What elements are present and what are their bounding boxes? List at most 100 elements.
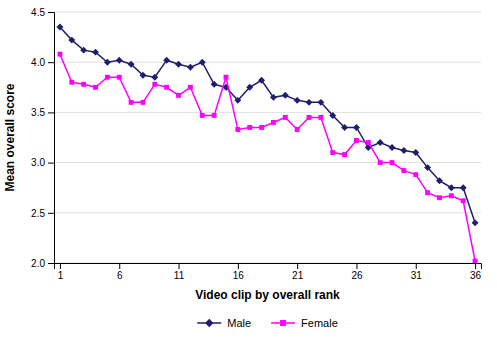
tick: 1 xyxy=(58,263,64,281)
point xyxy=(175,61,182,68)
point xyxy=(401,168,406,173)
tick: 6 xyxy=(117,263,123,281)
point xyxy=(436,177,443,184)
tick-label: 6 xyxy=(117,270,123,281)
tick: 4.0 xyxy=(31,57,54,68)
point xyxy=(389,144,396,151)
point xyxy=(473,259,478,263)
tick-mark xyxy=(356,263,357,269)
point xyxy=(329,112,336,119)
point xyxy=(69,80,74,85)
point xyxy=(341,124,348,131)
tick-mark xyxy=(179,263,180,269)
tick-mark xyxy=(48,163,54,164)
point xyxy=(92,49,99,56)
point xyxy=(163,57,170,64)
tick-mark xyxy=(119,263,120,269)
point xyxy=(378,160,383,165)
point xyxy=(295,127,300,132)
tick: 11 xyxy=(174,263,185,281)
point xyxy=(390,160,395,165)
point xyxy=(56,24,63,31)
point xyxy=(200,113,205,118)
legend-label: Female xyxy=(301,317,338,329)
y-axis-title: Mean overall score xyxy=(3,83,17,191)
tick-label: 36 xyxy=(470,270,482,281)
point xyxy=(117,75,122,80)
tick-mark xyxy=(475,263,476,269)
tick-mark xyxy=(60,263,61,269)
tick-label: 31 xyxy=(411,270,423,281)
grid-line xyxy=(54,212,481,213)
point xyxy=(141,100,146,105)
y-axis: 2.02.53.03.54.04.5 xyxy=(31,7,54,269)
grid-line xyxy=(54,112,481,113)
axis-line xyxy=(48,13,55,264)
point xyxy=(437,195,442,200)
tick-mark xyxy=(48,12,54,13)
tick: 26 xyxy=(351,263,363,281)
point xyxy=(283,115,288,120)
point xyxy=(211,81,218,88)
point xyxy=(116,57,123,64)
point xyxy=(400,147,407,154)
point xyxy=(460,184,467,191)
tick: 21 xyxy=(292,263,304,281)
point xyxy=(188,85,193,90)
point xyxy=(81,82,86,87)
point xyxy=(80,47,87,54)
legend-item: Male xyxy=(197,317,251,329)
point xyxy=(366,140,371,145)
point xyxy=(461,198,466,203)
tick-label: 4.0 xyxy=(31,57,45,68)
chart: 161116212631362.02.53.03.54.04.5Video cl… xyxy=(0,0,497,341)
tick-label: 11 xyxy=(174,270,185,281)
tick: 31 xyxy=(411,263,423,281)
point xyxy=(212,113,217,118)
point xyxy=(247,125,252,130)
point xyxy=(318,115,323,120)
tick: 2.0 xyxy=(31,258,54,269)
point xyxy=(307,115,312,120)
point xyxy=(330,150,335,155)
grid-line xyxy=(54,12,481,13)
tick-mark xyxy=(48,213,54,214)
series xyxy=(57,52,477,263)
tick-mark xyxy=(48,112,54,113)
point xyxy=(139,72,146,79)
point xyxy=(306,99,313,106)
grid xyxy=(54,12,481,263)
legend: Male Female xyxy=(197,317,338,329)
point xyxy=(176,93,181,98)
tick-label: 26 xyxy=(351,270,363,281)
point xyxy=(235,127,240,132)
tick: 36 xyxy=(470,263,482,281)
tick-label: 1 xyxy=(58,270,64,281)
point xyxy=(199,59,206,66)
point xyxy=(104,59,111,66)
legend-label: Male xyxy=(227,317,251,329)
tick: 4.5 xyxy=(31,7,54,18)
grid-line xyxy=(54,162,481,163)
point xyxy=(259,125,264,130)
point xyxy=(128,61,135,68)
point xyxy=(413,172,418,177)
point xyxy=(282,92,289,99)
point xyxy=(93,85,98,90)
tick: 16 xyxy=(233,263,245,281)
marks xyxy=(56,24,478,263)
point xyxy=(152,82,157,87)
tick: 3.0 xyxy=(31,157,54,168)
point xyxy=(353,124,360,131)
point xyxy=(270,94,277,101)
axis-line xyxy=(55,264,482,270)
point xyxy=(224,75,229,80)
point xyxy=(129,100,134,105)
point xyxy=(258,77,265,84)
point xyxy=(472,219,479,226)
point xyxy=(164,85,169,90)
legend-marker xyxy=(205,319,213,327)
point xyxy=(449,193,454,198)
tick-label: 3.0 xyxy=(31,157,45,168)
point xyxy=(412,149,419,156)
